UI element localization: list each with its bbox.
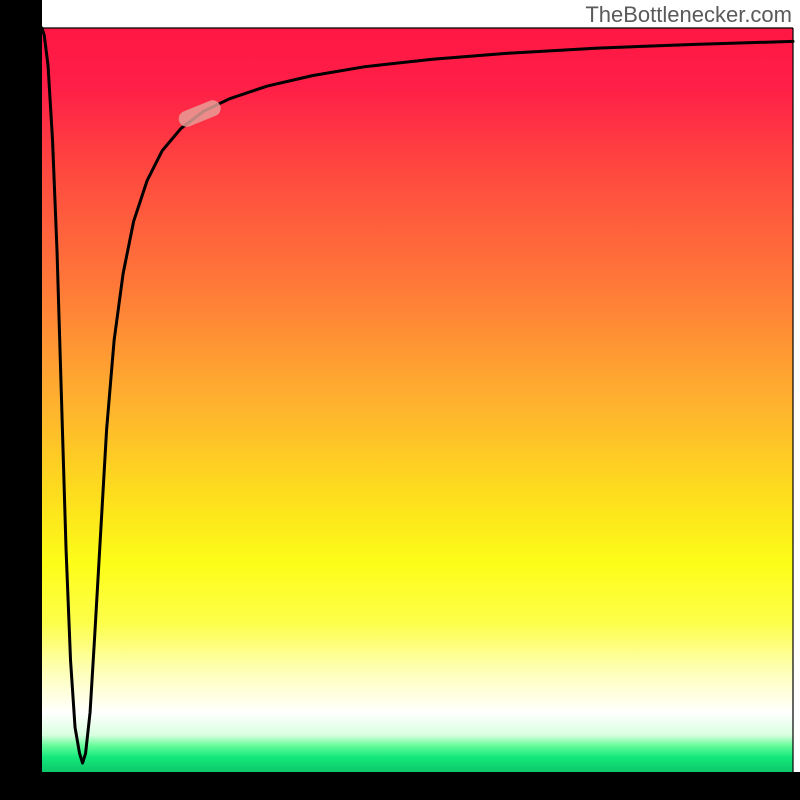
y-axis-bar [0, 0, 42, 800]
chart-svg [0, 0, 800, 800]
plot-background [42, 28, 793, 772]
x-axis-bar [0, 772, 800, 800]
watermark-text: TheBottlenecker.com [585, 2, 792, 28]
bottleneck-chart: TheBottlenecker.com [0, 0, 800, 800]
